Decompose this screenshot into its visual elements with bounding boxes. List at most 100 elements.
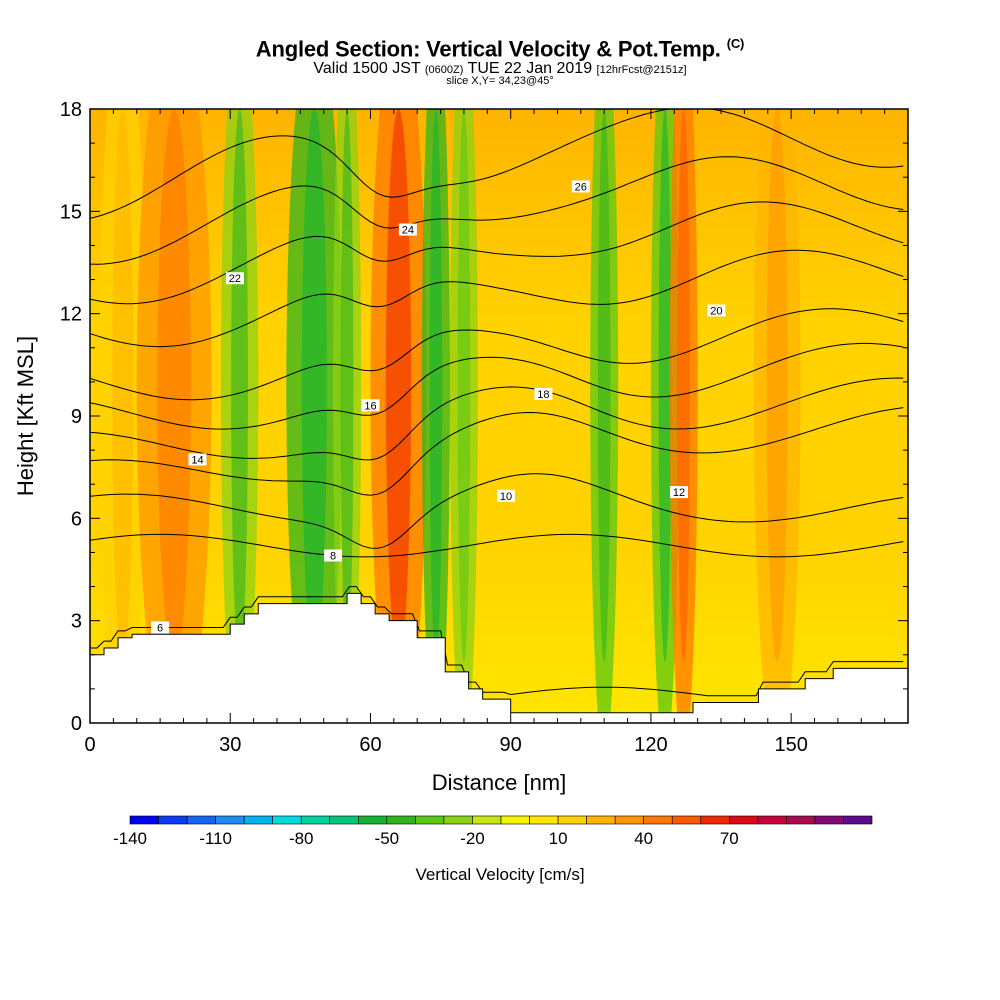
velocity-core-3 [301,109,327,662]
isentrope-label-26: 26 [571,180,590,193]
y-tick-label: 0 [71,713,82,735]
colorbar-swatch [843,815,873,825]
colorbar-swatch [757,815,787,825]
isentrope-label-text: 14 [191,454,203,466]
isentrope-label-text: 18 [537,389,549,401]
y-tick-label: 12 [60,304,82,326]
velocity-core-10 [677,109,690,662]
isentrope-label-6: 6 [151,621,170,634]
isentrope-label-text: 12 [673,487,685,499]
isentrope-label-24: 24 [398,223,417,237]
y-tick-label: 3 [71,611,82,633]
isentrope-20 [90,249,904,348]
isentrope-label-18: 18 [534,387,553,401]
y-tick-label: 6 [71,508,82,530]
isentrope-14 [90,377,904,461]
colorbar-swatch [472,815,502,825]
colorbar-tick-label: 10 [549,829,568,848]
x-axis-label: Distance [nm] [432,770,567,795]
colorbar-swatch [215,815,245,825]
isentrope-16 [90,342,904,430]
colorbar-swatch [643,815,673,825]
colorbar-swatch [358,815,388,825]
velocity-core-2 [231,109,248,662]
isentrope-18 [90,308,904,401]
velocity-core-9 [658,109,672,662]
isentrope-24 [90,156,904,265]
x-tick-label: 0 [84,734,95,756]
isentrope-label-12: 12 [669,486,688,499]
colorbar-tick-label: -110 [199,829,232,848]
isentrope-22 [90,201,904,305]
isentropes: 6 8 10 12 14 16 18 20 22 24 26 [90,109,904,697]
colorbar-swatch [186,815,216,825]
colorbar-swatch [557,815,587,825]
velocity-core-4 [340,109,354,662]
colorbar-swatch [786,815,816,825]
forecast-info: [12hrFcst@2151z] [596,64,687,76]
isentrope-8 [90,533,904,558]
colorbar-tick-label: 40 [634,829,653,848]
colorbar: -140 -110 -80 -50 -20 10 40 70 [113,815,873,848]
title-suffix: (C) [726,36,745,51]
colorbar-swatch [500,815,530,825]
valid-zulu: (0600Z) [424,64,464,76]
chart-title: Angled Section: Vertical Velocity & Pot.… [0,36,1000,62]
isentrope-label-text: 8 [330,551,336,563]
velocity-core-7 [457,109,471,662]
colorbar-swatch [158,815,188,825]
velocity-core-6 [429,109,443,662]
y-axis-ticks: 0 3 6 9 12 15 18 [60,99,908,735]
colorbar-swatch [614,815,644,825]
isentrope-12 [90,407,904,496]
isentrope-label-text: 22 [229,273,241,285]
colorbar-tick-label: -20 [460,829,485,848]
colorbar-swatch [671,815,702,825]
x-tick-label: 120 [634,734,667,756]
colorbar-swatch [700,815,730,825]
isentrope-label-16: 16 [361,399,380,412]
colorbar-tick-label: -50 [375,829,400,848]
isentrope-label-10: 10 [497,489,516,503]
velocity-core-8 [597,109,611,662]
valid-prefix: Valid 1500 JST [313,60,421,77]
valid-time-line: Valid 1500 JST (0600Z) TUE 22 Jan 2019 [… [0,60,1000,78]
isentrope-label-text: 26 [575,181,587,193]
isentrope-label-22: 22 [225,272,244,285]
colorbar-tick-label: 70 [720,829,739,848]
isentrope-26 [90,109,904,219]
colorbar-swatch [386,815,416,825]
slice-info: slice X,Y= 34,23@45° [446,75,554,87]
velocity-core-0 [112,109,134,662]
isentrope-label-text: 24 [402,225,414,237]
x-axis-ticks: 0 30 60 90 120 150 [84,109,909,756]
x-tick-label: 90 [500,734,522,756]
colorbar-swatch [329,815,359,825]
isentrope-label-text: 10 [500,491,512,503]
colorbar-swatch [129,815,159,825]
colorbar-swatch [729,815,759,825]
title-text: Angled Section: Vertical Velocity & Pot.… [255,36,721,62]
x-tick-label: 60 [359,734,381,756]
colorbar-swatch [529,815,559,825]
isentrope-10 [90,473,904,549]
colorbar-swatch [243,815,273,825]
isentrope-label-text: 16 [364,400,376,412]
velocity-core-1 [157,109,191,662]
y-tick-label: 9 [71,406,82,428]
isentrope-label-text: 20 [710,306,722,318]
isentrope-label-20: 20 [707,304,726,318]
colorbar-swatch [300,815,331,825]
velocity-core-11 [766,109,788,662]
isentrope-label-text: 6 [157,622,163,634]
colorbar-tick-label: -80 [289,829,314,848]
colorbar-tick-label: -140 [113,829,147,848]
terrain-mask [90,592,908,723]
colorbar-title: Vertical Velocity [cm/s] [415,865,584,884]
isentrope-label-14: 14 [188,453,207,466]
colorbar-swatch [814,815,844,825]
colorbar-swatch [272,815,302,825]
velocity-core-5 [385,109,412,662]
y-tick-label: 18 [60,99,82,121]
